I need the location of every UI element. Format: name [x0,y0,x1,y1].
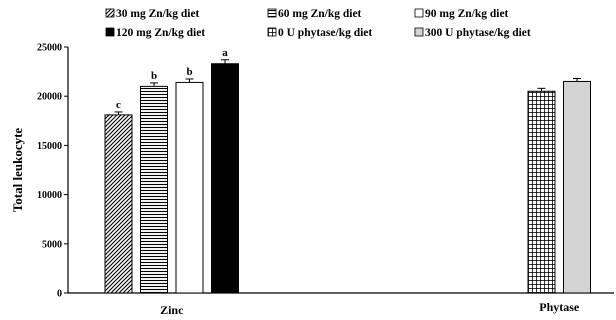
legend-swatch [267,8,277,18]
legend-item: 60 mg Zn/kg diet [267,8,362,20]
legend-label: 60 mg Zn/kg diet [278,8,362,20]
bar-rect [563,80,591,294]
bar-rect [140,85,168,294]
bar: b [140,70,168,294]
y-tick-label: 0 [57,289,62,300]
bar-rect [104,114,133,294]
bar-rect [527,90,556,294]
y-tick-label: 15000 [37,141,62,152]
legend-item: 0 U phytase/kg diet [267,27,372,39]
plot-area: c b b a Zinc Phytase [104,47,591,317]
legend-swatch [267,27,277,37]
legend-item: 120 mg Zn/kg diet [105,27,205,39]
legend-item: 30 mg Zn/kg diet [105,8,200,20]
category-label: Phytase [539,300,580,314]
bar: a [211,47,239,294]
legend-label: 120 mg Zn/kg diet [116,27,205,39]
legend-swatch [414,27,424,37]
y-axis-label: Total leukocyte [10,128,25,213]
significance-letter: a [222,47,228,59]
legend-swatch [105,27,115,37]
bar [563,77,591,294]
significance-letter: b [186,66,192,78]
legend-label: 30 mg Zn/kg diet [116,8,200,20]
category-label: Zinc [160,303,184,317]
significance-letter: c [116,99,121,111]
bar [527,87,556,294]
y-tick-label: 20000 [37,92,62,103]
axes: 0 5000 10000 15000 20000 25000 Total leukocyte [10,43,614,300]
legend-item: 90 mg Zn/kg diet [414,8,509,20]
legend-label: 0 U phytase/kg diet [278,27,372,39]
bar-rect [211,63,239,294]
legend-label: 300 U phytase/kg diet [425,27,531,39]
significance-letter: b [151,70,157,82]
bar: c [104,99,133,294]
y-tick-label: 25000 [37,43,62,54]
y-tick-label: 5000 [42,239,62,250]
legend-swatch [105,8,115,18]
legend: 30 mg Zn/kg diet 60 mg Zn/kg diet 90 mg Zn… [105,8,531,39]
legend-swatch [414,8,424,18]
legend-item: 300 U phytase/kg diet [414,27,531,39]
bar-rect [175,81,204,294]
bar: b [175,66,204,294]
y-tick-label: 10000 [37,190,62,201]
legend-label: 90 mg Zn/kg diet [425,8,509,20]
